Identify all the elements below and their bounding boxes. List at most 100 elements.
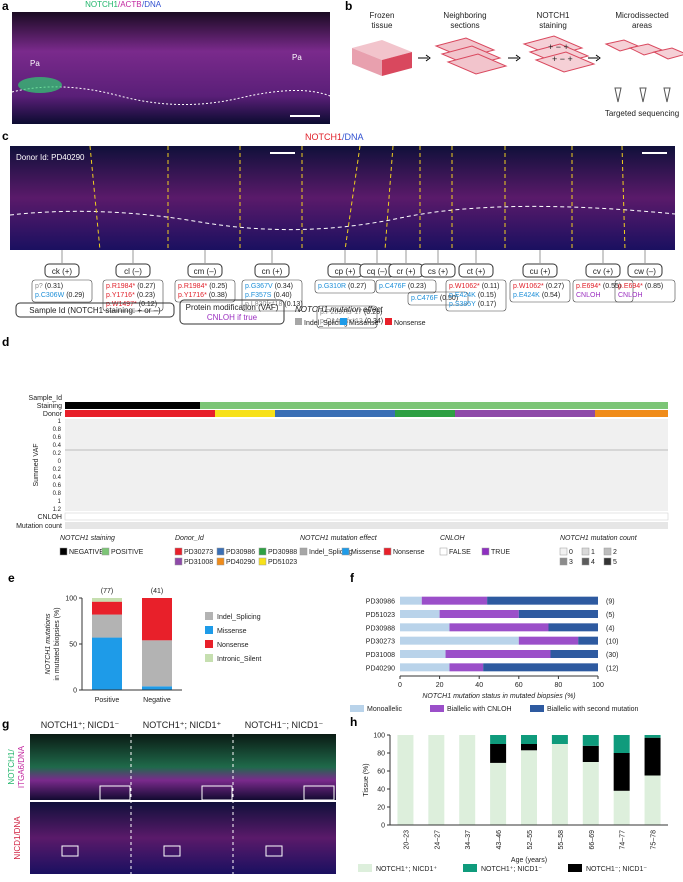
micrograph bbox=[30, 802, 336, 874]
legend-title: NOTCH1 mutation effect bbox=[295, 305, 383, 314]
legend-swatch bbox=[295, 318, 302, 325]
sample-id: cn (+) bbox=[262, 267, 283, 276]
legend-swatch bbox=[205, 640, 213, 648]
vaf: (0.27) bbox=[137, 283, 155, 290]
panel-letter: b bbox=[345, 0, 352, 13]
row-label: Donor bbox=[43, 411, 63, 418]
legend-label: PD30273 bbox=[184, 549, 213, 556]
protein-change: p.R1984* bbox=[178, 283, 207, 290]
bar-segment bbox=[92, 601, 122, 615]
bar-segment bbox=[483, 663, 598, 672]
protein-change: p.E694* bbox=[576, 283, 601, 290]
step-label: Frozen bbox=[370, 11, 395, 20]
panel-letter: d bbox=[2, 335, 9, 349]
sample-id: cs (+) bbox=[428, 267, 449, 276]
legend-swatch bbox=[463, 864, 477, 872]
key-label: Protein modification (VAF) bbox=[186, 303, 279, 312]
x-tick-label: 34–37 bbox=[465, 830, 472, 850]
sample-id: ck (+) bbox=[52, 267, 73, 276]
annotation: (4) bbox=[606, 625, 615, 632]
legend-title: Donor_Id bbox=[175, 535, 205, 542]
legend-swatch bbox=[340, 318, 347, 325]
row-label: Summed VAF bbox=[33, 443, 40, 486]
legend-label: Nonsense bbox=[394, 320, 426, 327]
row-label: Staining bbox=[37, 403, 62, 410]
protein-change: p.G310R bbox=[318, 283, 346, 290]
legend-label: Intronic_Silent bbox=[217, 656, 261, 663]
protein-change: p.W1497* bbox=[106, 301, 137, 308]
column-dividers bbox=[130, 734, 234, 874]
bar-segment bbox=[400, 610, 440, 618]
y-tick-label: 20 bbox=[377, 805, 385, 812]
column-label: NOTCH1⁺; NICD1⁻ bbox=[41, 720, 120, 730]
legend-swatch bbox=[481, 547, 490, 556]
boundary bbox=[11, 86, 331, 105]
stain-label: NOTCH1 bbox=[85, 0, 118, 9]
legend-label: PD31008 bbox=[184, 559, 213, 566]
vaf: (0.34) bbox=[365, 318, 383, 325]
category-label: PD30988 bbox=[366, 625, 395, 632]
step-label: tissue bbox=[372, 21, 393, 30]
vaf: (0.25) bbox=[209, 283, 227, 290]
sample-id: cl (–) bbox=[124, 267, 142, 276]
sample-id: cq (–) bbox=[367, 267, 388, 276]
vaf: (0.29) bbox=[66, 292, 84, 299]
protein-change: p? bbox=[35, 283, 43, 290]
legend-swatch bbox=[559, 547, 568, 556]
svg-text:+ − +: + − + bbox=[548, 42, 569, 52]
vaf: (0.27) bbox=[348, 283, 366, 290]
sample-id: cv (+) bbox=[593, 267, 614, 276]
sample-id: cp (+) bbox=[335, 267, 356, 276]
section-dividers bbox=[89, 145, 626, 251]
stain-label: NOTCH1 bbox=[305, 132, 342, 142]
bar-segment bbox=[582, 735, 599, 746]
vaf: (0.50) bbox=[440, 295, 458, 302]
axis-label: 1 bbox=[58, 419, 62, 425]
legend-label: Nonsense bbox=[217, 642, 249, 649]
axis-label: 0.8 bbox=[53, 427, 62, 433]
step-label: sections bbox=[450, 21, 479, 30]
micrograph bbox=[12, 12, 330, 124]
vaf: (0.54) bbox=[542, 292, 560, 299]
legend-swatch bbox=[350, 705, 364, 712]
key-label: Sample Id (NOTCH1 staining: + or –) bbox=[29, 306, 161, 315]
bar-segment bbox=[142, 640, 172, 687]
mutation-box bbox=[174, 279, 236, 303]
x-tick-label: 66–69 bbox=[589, 830, 596, 850]
bar-segment bbox=[550, 650, 598, 658]
vaf: (0.85) bbox=[645, 283, 663, 290]
sample-annotations: ck (+) p? (0.31) p.C306W (0.29) cl (–) p.R1984… bbox=[31, 250, 676, 329]
category-label: PD30273 bbox=[366, 639, 395, 646]
x-tick-label: 80 bbox=[555, 682, 563, 689]
legend-swatch bbox=[358, 864, 372, 872]
protein-change: p.Y1716* bbox=[178, 292, 207, 299]
mutation-box bbox=[316, 305, 378, 329]
legend-title: CNLOH bbox=[440, 535, 465, 542]
y-tick-label: 0 bbox=[381, 823, 385, 830]
inset-boxes bbox=[61, 785, 335, 857]
stain-label: NOTCH1/ bbox=[7, 749, 16, 785]
x-tick-label: 75–78 bbox=[651, 830, 658, 850]
panel-letter: f bbox=[350, 571, 355, 585]
legend-label: NOTCH1⁺; NICD1⁻ bbox=[481, 866, 542, 873]
legend-label: Missense bbox=[351, 549, 381, 556]
annotation: (30) bbox=[606, 652, 618, 659]
legend-title: NOTCH1 mutation count bbox=[560, 535, 638, 542]
stain-label: /DNA bbox=[142, 0, 162, 9]
vaf: (0.26) bbox=[364, 309, 382, 316]
axis-label: 0.6 bbox=[53, 435, 62, 441]
bar-segment bbox=[518, 636, 579, 645]
legend-swatch bbox=[216, 557, 225, 566]
legend-swatch bbox=[568, 864, 582, 872]
bar-segment bbox=[142, 686, 172, 690]
legend-swatch bbox=[581, 547, 590, 556]
legend-label: NOTCH1⁺; NICD1⁺ bbox=[376, 866, 437, 873]
protein-change: p.S385Y bbox=[449, 301, 476, 308]
bar-segment bbox=[400, 650, 446, 658]
annotation: (41) bbox=[151, 588, 163, 595]
legend-label: TRUE bbox=[491, 549, 510, 556]
bar-segment bbox=[490, 744, 507, 763]
vaf: (0.34) bbox=[275, 283, 293, 290]
